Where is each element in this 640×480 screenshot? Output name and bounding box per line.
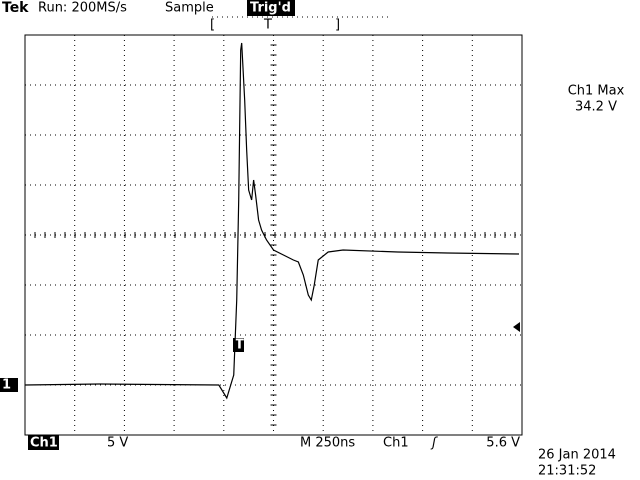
trigger-position: T <box>263 18 272 33</box>
slope: ʃ <box>430 436 438 451</box>
brand: Tek <box>2 0 29 16</box>
graticule <box>24 34 522 436</box>
meas-value: 34.2 V <box>575 100 617 115</box>
bracket: [ <box>210 18 215 33</box>
waveform <box>24 42 520 400</box>
ch-marker-box <box>0 378 18 392</box>
trig-box <box>247 0 295 16</box>
time: 21:31:52 <box>538 464 596 479</box>
acq-mode: Sample <box>165 1 214 16</box>
trigger-state: Trig'd <box>250 1 291 16</box>
trigger-level: 5.6 V <box>486 436 520 451</box>
channel-marker: 1 <box>2 378 11 393</box>
meas-label: Ch1 Max <box>568 84 625 99</box>
trigger-source: Ch1 <box>383 436 409 451</box>
ch-box <box>28 435 59 450</box>
trigger-level-arrow <box>513 322 520 332</box>
date: 26 Jan 2014 <box>538 448 616 463</box>
channel: Ch1 <box>30 436 58 451</box>
volts-per-div: 5 V <box>107 436 128 451</box>
run-status: Run: 200MS/s <box>38 1 127 16</box>
trigger-marker: T <box>235 338 244 353</box>
timebase: M 250ns <box>300 436 355 451</box>
trig-marker-box <box>233 338 244 352</box>
bracket: ] <box>335 18 340 33</box>
